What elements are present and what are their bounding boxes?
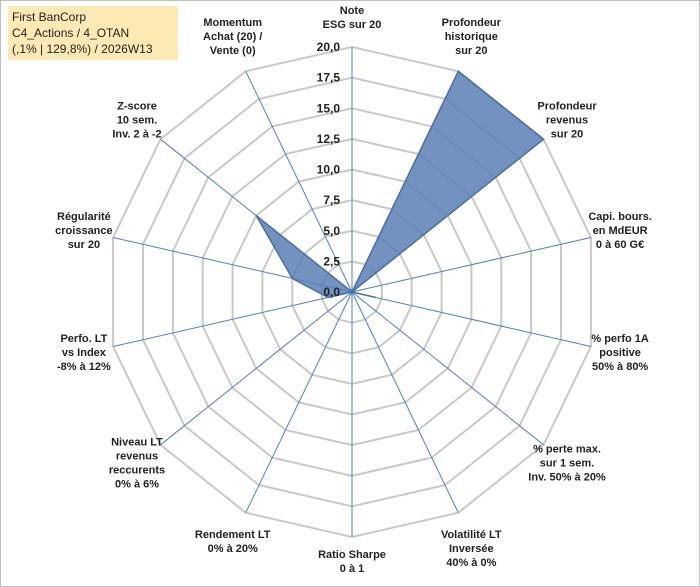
axis-label: Perfo. LT vs Index -8% à 12% — [57, 333, 111, 373]
axis-label: Momentum Achat (20) / Vente (0) — [203, 17, 262, 57]
tick-label: 0,0 — [323, 285, 340, 299]
data-series-area — [255, 70, 545, 299]
tick-label: 20,0 — [317, 40, 341, 54]
tick-label: 15,0 — [317, 101, 341, 115]
tick-label: 10,0 — [317, 163, 341, 177]
tick-label: 2,5 — [323, 254, 340, 268]
tick-label: 17,5 — [317, 71, 341, 85]
axis-spoke — [351, 237, 592, 293]
company-name: First BanCorp — [12, 10, 87, 24]
axis-spoke — [245, 71, 353, 293]
axis-label: % perfo 1A positive 50% à 80% — [591, 333, 649, 373]
axis-label: Niveau LT revenus reccurents 0% à 6% — [109, 437, 165, 491]
tick-label: 12,5 — [317, 132, 341, 146]
axis-label: Profondeur historique sur 20 — [442, 17, 502, 57]
axis-label: Profondeur revenus sur 20 — [537, 101, 597, 141]
axis-spoke — [351, 291, 459, 513]
axis-spoke — [112, 291, 353, 347]
axis-spoke — [351, 291, 544, 446]
tick-label: 5,0 — [323, 224, 340, 238]
chart-title-box: First BanCorp C4_Actions / 4_OTAN (,1% |… — [8, 6, 178, 60]
axis-label: Capi. bours. en MdEUR 0 à 60 G€ — [588, 211, 652, 251]
axis-label: Régularité croissance sur 20 — [55, 211, 112, 251]
axis-label: % perte max. sur 1 sem. Inv. 50% à 20% — [528, 444, 606, 484]
axis-label: Note ESG sur 20 — [323, 5, 382, 31]
axis-label: Rendement LT 0% à 20% — [195, 529, 271, 555]
axis-label: Volatilité LT Inversée 40% à 0% — [441, 529, 502, 569]
tick-label: 7,5 — [323, 193, 340, 207]
category-label: C4_Actions / 4_OTAN — [12, 26, 130, 40]
axis-label: Z-score 10 sem. Inv. 2 à -2 — [112, 101, 161, 141]
axis-spoke — [160, 291, 353, 446]
axis-spoke — [245, 291, 353, 513]
axis-spoke — [351, 291, 592, 347]
axis-label: Ratio Sharpe 0 à 1 — [318, 549, 386, 575]
period-label: (,1% | 129,8%) / 2026W13 — [12, 42, 153, 56]
